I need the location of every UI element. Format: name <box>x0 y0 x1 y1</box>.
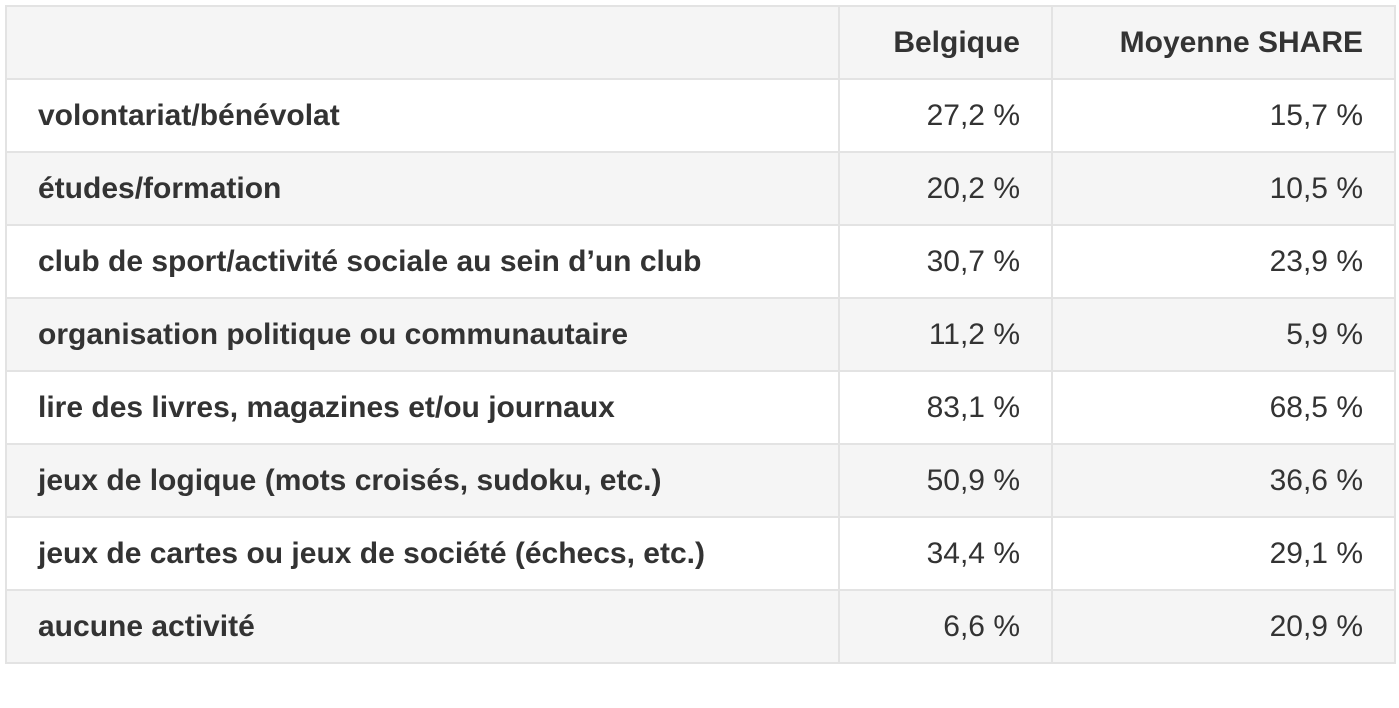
row-label: organisation politique ou communautaire <box>5 297 840 372</box>
table-row: jeux de cartes ou jeux de société (échec… <box>5 516 1396 591</box>
header-belgique: Belgique <box>838 5 1053 80</box>
table-row: club de sport/activité sociale au sein d… <box>5 224 1396 299</box>
share-value: 5,9 % <box>1051 297 1396 372</box>
row-label: aucune activité <box>5 589 840 664</box>
belgique-value: 50,9 % <box>838 443 1053 518</box>
header-moyenne-share: Moyenne SHARE <box>1051 5 1396 80</box>
table-row: études/formation 20,2 % 10,5 % <box>5 151 1396 226</box>
table-header-row: Belgique Moyenne SHARE <box>5 5 1396 80</box>
row-label: jeux de cartes ou jeux de société (échec… <box>5 516 840 591</box>
table-row: organisation politique ou communautaire … <box>5 297 1396 372</box>
row-label: études/formation <box>5 151 840 226</box>
belgique-value: 34,4 % <box>838 516 1053 591</box>
row-label: club de sport/activité sociale au sein d… <box>5 224 840 299</box>
table-row: aucune activité 6,6 % 20,9 % <box>5 589 1396 664</box>
belgique-value: 30,7 % <box>838 224 1053 299</box>
belgique-value: 11,2 % <box>838 297 1053 372</box>
table-row: jeux de logique (mots croisés, sudoku, e… <box>5 443 1396 518</box>
table-row: volontariat/bénévolat 27,2 % 15,7 % <box>5 78 1396 153</box>
header-empty-cell <box>5 5 840 80</box>
share-value: 15,7 % <box>1051 78 1396 153</box>
share-value: 10,5 % <box>1051 151 1396 226</box>
table-row: lire des livres, magazines et/ou journau… <box>5 370 1396 445</box>
share-value: 68,5 % <box>1051 370 1396 445</box>
belgique-value: 6,6 % <box>838 589 1053 664</box>
belgique-value: 83,1 % <box>838 370 1053 445</box>
share-value: 23,9 % <box>1051 224 1396 299</box>
activities-table: Belgique Moyenne SHARE volontariat/bénév… <box>5 5 1396 664</box>
activities-table-container: Belgique Moyenne SHARE volontariat/bénév… <box>5 5 1396 664</box>
belgique-value: 20,2 % <box>838 151 1053 226</box>
share-value: 29,1 % <box>1051 516 1396 591</box>
share-value: 36,6 % <box>1051 443 1396 518</box>
row-label: lire des livres, magazines et/ou journau… <box>5 370 840 445</box>
share-value: 20,9 % <box>1051 589 1396 664</box>
row-label: volontariat/bénévolat <box>5 78 840 153</box>
row-label: jeux de logique (mots croisés, sudoku, e… <box>5 443 840 518</box>
belgique-value: 27,2 % <box>838 78 1053 153</box>
